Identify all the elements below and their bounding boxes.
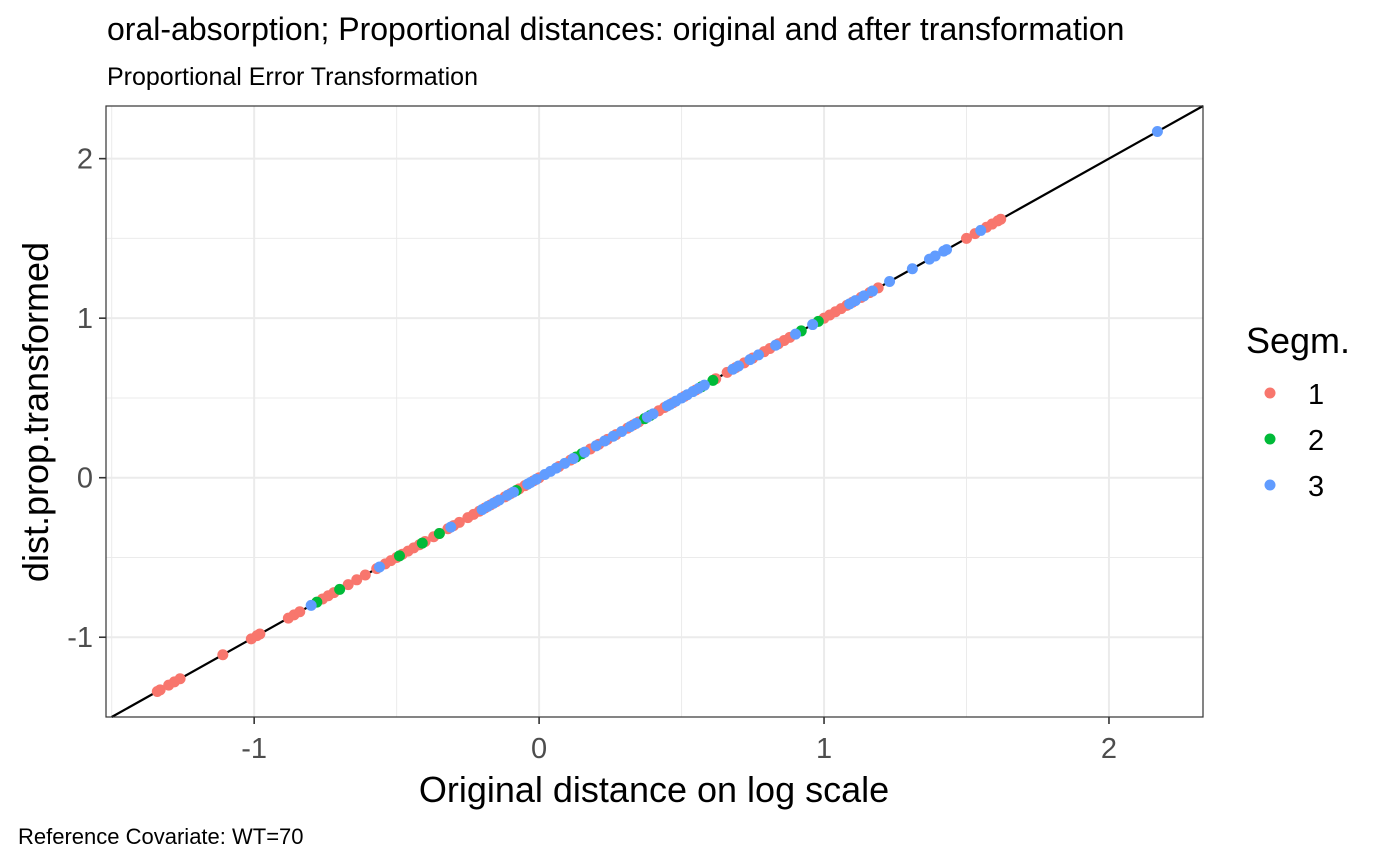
data-point-segm-3: [975, 224, 987, 236]
data-point-segm-1: [351, 574, 363, 586]
data-point-segm-2: [433, 528, 445, 540]
data-point-segm-2: [707, 374, 719, 386]
plot-panel: [105, 105, 1204, 718]
x-tick-label: 0: [531, 733, 547, 765]
data-point-segm-3: [559, 457, 571, 469]
y-tick-label: 0: [77, 463, 93, 495]
data-point-segm-1: [174, 673, 186, 685]
data-point-segm-3: [884, 275, 896, 287]
data-point-segm-1: [154, 684, 166, 696]
data-points: [151, 126, 1163, 697]
data-point-segm-1: [995, 213, 1007, 225]
legend-title: Segm.: [1246, 320, 1350, 361]
data-point-segm-1: [217, 649, 229, 661]
chart-subtitle: Proportional Error Transformation: [107, 63, 478, 91]
y-tick-label: -1: [67, 622, 93, 654]
data-point-segm-3: [733, 360, 745, 372]
data-point-segm-3: [305, 599, 317, 611]
data-point-segm-3: [866, 285, 878, 297]
data-point-segm-1: [342, 579, 354, 591]
data-point-segm-3: [770, 339, 782, 351]
data-point-segm-3: [849, 295, 861, 307]
data-point-segm-3: [1151, 126, 1163, 138]
y-axis-title: dist.prop.transformed: [15, 242, 56, 582]
data-point-segm-3: [790, 328, 802, 340]
legend-label-1: 1: [1308, 379, 1324, 411]
data-point-segm-3: [941, 244, 953, 256]
data-point-segm-3: [698, 379, 710, 391]
data-point-segm-3: [530, 473, 542, 485]
x-axis-ticks: -1 0 1 2: [241, 717, 1117, 765]
data-point-segm-3: [630, 417, 642, 429]
data-point-segm-3: [579, 446, 591, 458]
legend-key-2: [1264, 433, 1276, 445]
data-point-segm-3: [445, 521, 457, 533]
data-point-segm-2: [393, 550, 405, 562]
y-axis-ticks: -1 0 1 2: [67, 144, 106, 654]
data-point-segm-3: [647, 408, 659, 420]
data-point-segm-3: [753, 349, 765, 361]
y-tick-label: 1: [77, 303, 93, 335]
legend-item-2: 2: [1264, 425, 1324, 457]
grid-minor: [106, 106, 1203, 718]
data-point-segm-1: [453, 516, 465, 528]
data-point-segm-3: [744, 354, 756, 366]
chart-title: oral-absorption; Proportional distances:…: [107, 11, 1124, 47]
legend-label-3: 3: [1308, 471, 1324, 503]
data-point-segm-2: [416, 537, 428, 549]
data-point-segm-1: [961, 232, 973, 244]
data-point-segm-3: [507, 486, 519, 498]
data-point-segm-3: [607, 430, 619, 442]
data-point-segm-2: [334, 583, 346, 595]
data-point-segm-3: [906, 263, 918, 275]
x-tick-label: 1: [816, 733, 832, 765]
grid-major: [106, 106, 1203, 717]
panel-border: [105, 105, 1204, 718]
legend-item-1: 1: [1264, 379, 1324, 411]
data-point-segm-1: [294, 606, 306, 618]
data-point-segm-3: [599, 435, 611, 447]
data-point-segm-3: [807, 319, 819, 331]
data-point-segm-3: [550, 462, 562, 474]
legend: Segm. 1 2 3: [1246, 320, 1350, 503]
y-tick-label: 2: [77, 144, 93, 176]
legend-item-3: 3: [1264, 471, 1324, 503]
legend-label-2: 2: [1308, 425, 1324, 457]
data-point-segm-3: [567, 453, 579, 465]
x-axis-title: Original distance on log scale: [419, 769, 889, 810]
x-tick-label: -1: [241, 733, 267, 765]
data-point-segm-3: [616, 425, 628, 437]
legend-key-1: [1264, 387, 1276, 399]
chart-caption: Reference Covariate: WT=70: [18, 824, 304, 849]
data-point-segm-3: [858, 290, 870, 302]
data-point-segm-1: [359, 569, 371, 581]
data-point-segm-3: [374, 561, 386, 573]
legend-key-3: [1264, 479, 1276, 491]
x-tick-label: 2: [1101, 733, 1117, 765]
data-point-segm-3: [590, 440, 602, 452]
data-point-segm-1: [254, 628, 266, 640]
data-point-segm-3: [929, 250, 941, 262]
data-point-segm-3: [493, 494, 505, 506]
